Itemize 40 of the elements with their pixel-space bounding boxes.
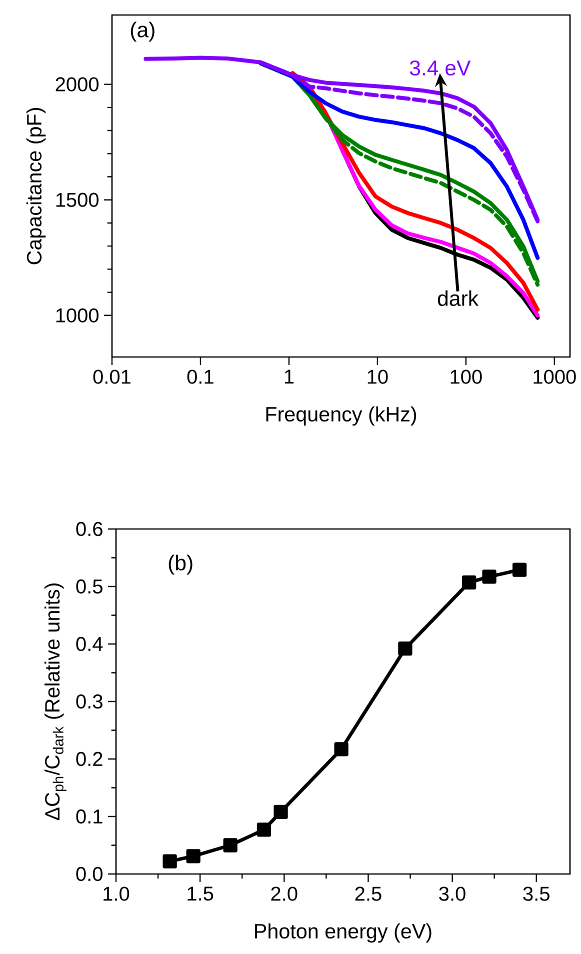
x-tick-label: 3.0 — [439, 886, 466, 901]
point — [334, 742, 348, 756]
annotation: dark — [438, 290, 479, 306]
point — [512, 562, 527, 577]
y-tick-label: 0.2 — [76, 752, 102, 766]
y-axis-title: ΔC$_{ph}$/C$_{dark}$ (Relative units) — [44, 584, 66, 820]
point — [223, 838, 238, 852]
annotation: (b) — [168, 554, 192, 575]
point — [186, 849, 200, 864]
point — [482, 570, 496, 584]
y-axis-title: Capacitance (pF) — [26, 108, 46, 264]
x-tick-label: 1.5 — [188, 886, 214, 901]
y-tick-label: 0.1 — [76, 809, 102, 824]
y-tick-label: 0.5 — [76, 579, 102, 594]
x-tick-label: 1 — [284, 370, 294, 384]
y-tick-label: 0.0 — [76, 866, 102, 882]
point — [462, 575, 476, 590]
point — [162, 854, 177, 868]
annotation: (a) — [130, 22, 154, 42]
x-tick-label: 1000 — [534, 370, 576, 384]
x-axis-title: Photon energy (eV) — [255, 923, 432, 943]
x-tick-label: 3.5 — [523, 886, 550, 901]
x-tick-label: 0.01 — [93, 370, 130, 384]
y-tick-label: 1000 — [56, 308, 98, 322]
x-tick-label: 2.0 — [271, 886, 298, 901]
point — [398, 642, 412, 656]
x-tick-label: 10 — [368, 370, 388, 384]
y-tick-label: 1500 — [56, 192, 98, 207]
point — [256, 822, 271, 837]
x-tick-label: 1.0 — [104, 886, 130, 901]
y-tick-label: 0.4 — [76, 636, 103, 652]
x-tick-label: 100 — [450, 370, 482, 384]
y-tick-label: 0.6 — [76, 522, 102, 536]
x-axis-title: Frequency (kHz) — [266, 406, 416, 426]
y-tick-label: 0.3 — [76, 694, 102, 709]
y-tick-label: 2000 — [56, 77, 98, 92]
annotation: 3.4 eV — [410, 60, 471, 76]
x-tick-label: 0.1 — [187, 370, 214, 384]
point — [274, 804, 288, 819]
x-tick-label: 2.5 — [355, 886, 382, 901]
